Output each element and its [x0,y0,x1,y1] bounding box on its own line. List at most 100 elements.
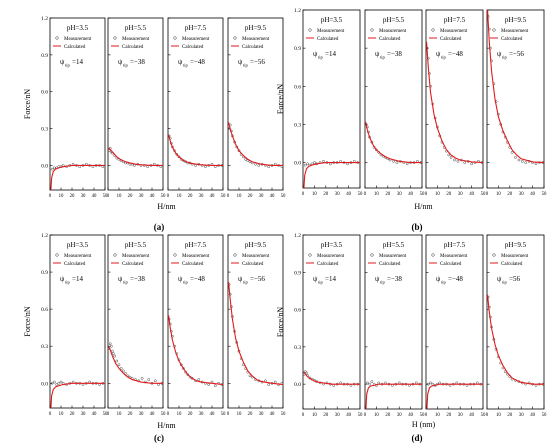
calculated-curve [228,281,284,386]
subplot-4: 0 10 20 30 40 50 pH=9.5 Measurement Calculated ψ t… [486,9,547,197]
legend-measurement-label: Measurement [122,37,150,42]
x-tick-label: 0 [49,412,52,417]
plot-frame [425,234,484,410]
calculated-curve [487,9,545,164]
legend-measurement-marker [370,28,374,32]
psi-subscript: tip [243,63,249,68]
measurement-point [395,161,399,164]
y-axis-label: Force/nN [276,307,285,337]
legend-calculated-label: Calculated [501,37,523,42]
legend-measurement-label: Measurement [64,37,92,42]
psi-value: =−38 [130,275,145,283]
x-tick-label: 30 [139,194,144,199]
psi-value: =−38 [130,58,145,66]
measurement-point [57,381,61,385]
legend-measurement-marker [370,253,374,257]
calculated-curve [365,383,422,410]
psi-subscript: tip [502,280,508,285]
ph-label: pH=5.5 [125,24,147,32]
x-tick-label: 0 [425,413,428,418]
measurement-point [113,354,116,358]
ph-label: pH=5.5 [383,241,405,249]
plot-frame [486,9,545,189]
x-tick-label: 20 [507,192,512,197]
x-tick-label: 0 [167,412,170,417]
psi-symbol: ψ [118,275,123,283]
panel-letter: (b) [412,222,423,232]
psi-value: =14 [72,58,83,66]
subplot-1: 1.2 0.9 0.6 0.3 0.0 0 10 20 30 40 50 pH=3.5 Measurem… [41,233,108,417]
x-tick-label: 20 [385,413,390,418]
psi-subscript: tip [502,55,508,60]
psi-value: =−48 [190,58,205,66]
subplot-2: 0 10 20 30 40 50 pH=5.5 Measurement Calculated ψ t… [364,234,425,418]
calculated-curve [108,147,163,166]
legend-measurement-label: Measurement [182,254,210,259]
subplot-4: 0 10 20 30 40 50 pH=9.5 Measurement Calculated ψ t… [486,234,547,418]
x-tick-label: 50 [481,192,486,197]
measurement-point [534,162,538,166]
psi-subscript: tip [123,63,129,68]
psi-subscript: tip [318,55,324,60]
measurement-point [179,363,183,367]
legend-calculated-label: Calculated [182,45,204,50]
x-tick-label: 0 [227,194,230,199]
panel-d: Force/nN H (nm) (d) 1.2 0.9 0.6 0.3 0.0 0 10 20 30 4… [276,233,547,443]
plot-frame [167,17,224,191]
legend-calculated-label: Calculated [440,262,462,267]
calculated-curve [365,121,422,164]
x-tick-label: 0 [302,192,305,197]
x-tick-label: 10 [374,192,379,197]
subplot-3: 0 10 20 30 40 50 pH=7.5 Measurement Calculated ψ t… [167,17,226,199]
x-tick-label: 30 [81,412,86,417]
psi-symbol: ψ [118,58,123,66]
measurement-point [175,153,179,156]
psi-symbol: ψ [60,58,65,66]
psi-symbol: ψ [313,50,318,58]
x-tick-label: 40 [346,192,351,197]
x-tick-label: 30 [335,192,340,197]
psi-symbol: ψ [497,50,502,58]
panel-c: Force/nN H/nm (c) 1.2 0.9 0.6 0.3 0.0 0 10 20 30 40 5… [23,233,286,443]
x-tick-label: 50 [221,412,226,417]
ph-label: pH=5.5 [383,16,405,24]
measurement-point [392,159,395,163]
y-tick-label: 0.9 [294,46,301,52]
x-tick-label: 50 [542,192,547,197]
x-tick-label: 50 [281,194,286,199]
legend-measurement-label: Measurement [122,254,150,259]
psi-value: =−56 [509,50,524,58]
psi-value: =−38 [387,50,402,58]
measurement-point [244,157,247,161]
psi-value: =14 [325,50,336,58]
legend-measurement-marker [233,36,237,40]
legend-measurement-label: Measurement [242,37,270,42]
legend-measurement-marker [308,28,312,32]
x-tick-label: 20 [507,413,512,418]
plot-frame [425,9,484,189]
x-tick-label: 50 [358,192,363,197]
calculated-curve [168,134,223,166]
measurement-point [55,383,58,386]
legend-measurement-marker [173,36,177,40]
measurement-point [146,165,149,168]
measurement-point [177,155,181,159]
measurement-point [109,344,113,348]
x-tick-label: 10 [435,192,440,197]
measurement-point [115,359,119,363]
subplot-2: 0 10 20 30 40 50 pH=5.5 Measurement Calculated ψ t… [107,234,166,417]
legend-calculated-label: Calculated [317,262,339,267]
y-tick-label: 0.0 [41,163,48,169]
measurement-point [186,373,190,376]
ph-label: pH=9.5 [245,241,267,249]
measurement-point [429,381,432,385]
x-tick-label: 10 [237,194,242,199]
y-tick-label: 0.0 [41,381,48,387]
y-tick-label: 0.3 [41,344,48,350]
ph-label: pH=5.5 [125,241,147,249]
calculated-curve [168,315,224,386]
x-tick-label: 10 [312,413,317,418]
y-tick-label: 0.9 [41,53,48,59]
psi-symbol: ψ [436,50,441,58]
psi-subscript: tip [65,63,71,68]
